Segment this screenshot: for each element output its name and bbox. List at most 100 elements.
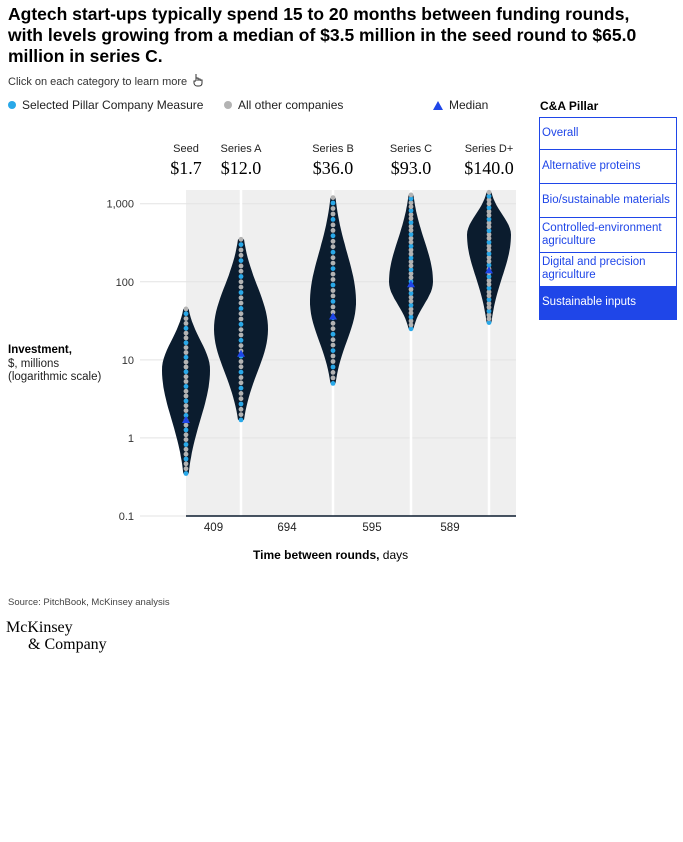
- data-point: [486, 293, 492, 299]
- data-point: [486, 232, 492, 237]
- pillar-sustainable-inputs[interactable]: Sustainable inputs: [539, 287, 677, 320]
- data-point: [183, 384, 189, 389]
- y-tick-label: 1,000: [106, 199, 134, 211]
- data-point: [183, 442, 189, 447]
- series-name: Series C: [390, 143, 432, 155]
- data-point: [183, 321, 189, 326]
- pointer-hand-icon: [192, 73, 204, 90]
- data-point: [408, 298, 414, 304]
- data-point: [238, 417, 244, 423]
- data-point: [486, 189, 492, 195]
- data-point: [330, 228, 336, 233]
- data-point: [238, 274, 244, 279]
- data-point: [183, 345, 189, 350]
- data-point: [183, 388, 189, 394]
- data-point: [238, 295, 244, 301]
- data-point: [330, 222, 336, 228]
- hint-text: Click on each category to learn more: [8, 75, 188, 88]
- data-point: [408, 231, 414, 237]
- data-point: [183, 451, 189, 457]
- data-point: [486, 312, 492, 318]
- pillar-bio-materials[interactable]: Bio/sustainable materials: [539, 184, 677, 218]
- data-point: [408, 227, 414, 233]
- data-point: [183, 427, 189, 433]
- data-point: [486, 274, 492, 279]
- median-marker: [182, 415, 190, 423]
- data-point: [486, 212, 492, 218]
- data-point: [183, 432, 189, 438]
- y-axis-title-scale: (logarithmic scale): [8, 371, 102, 383]
- data-point: [330, 331, 336, 337]
- data-point: [330, 364, 336, 370]
- data-point: [238, 247, 244, 253]
- violin-chart: 0.1 1 10 100 1,000 Seed $1.7 Series A $12.0 Serie…: [106, 143, 516, 534]
- data-point: [408, 235, 414, 241]
- data-point: [330, 299, 336, 304]
- data-point: [486, 197, 492, 203]
- data-point: [183, 325, 189, 331]
- data-point: [183, 306, 189, 312]
- data-point: [330, 244, 336, 250]
- data-point: [408, 259, 414, 265]
- data-point: [408, 200, 414, 206]
- data-point: [408, 271, 414, 276]
- data-point: [330, 277, 336, 282]
- data-point: [486, 289, 492, 295]
- data-point: [330, 255, 336, 261]
- pillar-overall[interactable]: Overall: [539, 117, 677, 150]
- data-point: [408, 247, 414, 253]
- data-point: [408, 287, 414, 292]
- data-point: [486, 255, 492, 260]
- y-tick-label: 1: [128, 433, 134, 445]
- series-median-value: $12.0: [221, 158, 262, 178]
- data-point: [183, 311, 189, 317]
- series-median-value: $1.7: [170, 158, 202, 178]
- data-point: [408, 290, 414, 296]
- data-point: [486, 216, 492, 222]
- data-point: [238, 321, 244, 327]
- data-point: [330, 348, 336, 353]
- data-point: [183, 398, 189, 404]
- median-marker: [485, 266, 493, 274]
- mckinsey-logo: McKinsey & Company: [6, 619, 107, 653]
- data-point: [330, 359, 336, 364]
- median-marker: [407, 280, 415, 288]
- median-triangle-icon: [433, 100, 443, 110]
- y-tick-label: 0.1: [119, 511, 134, 523]
- y-tick-label: 100: [116, 277, 134, 289]
- data-point: [330, 217, 336, 222]
- data-point: [183, 403, 189, 409]
- data-point: [330, 195, 336, 201]
- data-point: [330, 353, 336, 359]
- data-point: [330, 288, 336, 293]
- pillar-digital-precision[interactable]: Digital and precision agriculture: [539, 253, 677, 287]
- data-point: [330, 233, 336, 239]
- pillar-alternative-proteins[interactable]: Alternative proteins: [539, 150, 677, 184]
- data-point: [408, 251, 414, 257]
- data-point: [408, 302, 414, 308]
- series-median-value: $36.0: [313, 158, 354, 178]
- chart-title: Agtech start-ups typically spend 15 to 2…: [8, 4, 637, 66]
- series-median-value: $140.0: [464, 158, 514, 178]
- pillar-controlled-environment[interactable]: Controlled-environment agriculture: [539, 218, 677, 253]
- data-point: [238, 236, 244, 242]
- data-point: [486, 278, 492, 283]
- days-between-label: 595: [362, 522, 381, 534]
- data-point: [238, 252, 244, 258]
- selected-dot-icon: [8, 101, 16, 109]
- data-point: [486, 224, 492, 230]
- data-point: [330, 211, 336, 217]
- data-point: [183, 350, 189, 355]
- legend-median: Median: [433, 98, 488, 112]
- source-note: Source: PitchBook, McKinsey analysis: [8, 597, 170, 608]
- data-point: [238, 369, 244, 375]
- median-marker: [329, 312, 337, 320]
- data-point: [183, 354, 189, 360]
- data-point: [238, 284, 244, 290]
- data-point: [486, 251, 492, 257]
- data-point: [408, 267, 414, 273]
- data-point: [183, 446, 189, 452]
- y-axis-title-main: Investment,: [8, 344, 72, 356]
- data-point: [408, 216, 414, 221]
- data-point: [486, 243, 492, 249]
